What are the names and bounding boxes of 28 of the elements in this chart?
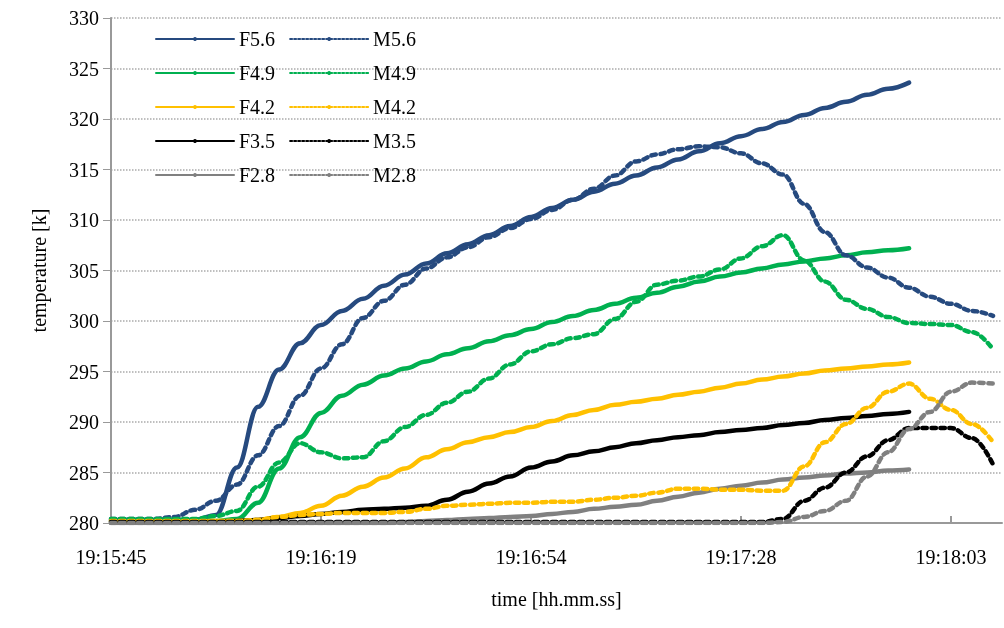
- x-tick-label: 19:17:28: [705, 546, 777, 568]
- y-tick-label: 285: [69, 461, 99, 484]
- y-tick-label: 320: [69, 108, 99, 130]
- y-tick-label: 300: [69, 310, 99, 332]
- y-tick-label: 305: [69, 259, 99, 282]
- y-tick-label: 290: [69, 411, 99, 433]
- y-tick-label: 280: [69, 512, 99, 534]
- legend-label: F4.9: [239, 62, 276, 84]
- legend-label: F2.8: [239, 164, 276, 186]
- legend-label: F3.5: [239, 130, 276, 152]
- y-tick-label: 325: [69, 57, 99, 80]
- legend-label: F4.2: [239, 96, 276, 118]
- x-tick-label: 19:16:19: [285, 546, 357, 568]
- legend-label: M4.9: [373, 62, 416, 84]
- legend-label: M2.8: [373, 164, 416, 186]
- x-tick-label: 19:18:03: [915, 546, 987, 568]
- y-tick-label: 310: [69, 209, 99, 231]
- x-axis-title: time [hh.mm.ss]: [491, 588, 622, 610]
- y-axis-title: temperature [k]: [28, 208, 51, 333]
- legend-label: F5.6: [239, 28, 276, 50]
- x-tick-label: 19:16:54: [495, 546, 567, 568]
- x-tick-label: 19:15:45: [75, 546, 147, 568]
- y-tick-label: 295: [69, 360, 99, 383]
- legend-label: M5.6: [373, 28, 416, 50]
- y-tick-label: 315: [69, 158, 99, 181]
- legend-label: M4.2: [373, 96, 416, 118]
- legend-label: M3.5: [373, 130, 416, 152]
- y-tick-label: 330: [69, 7, 99, 29]
